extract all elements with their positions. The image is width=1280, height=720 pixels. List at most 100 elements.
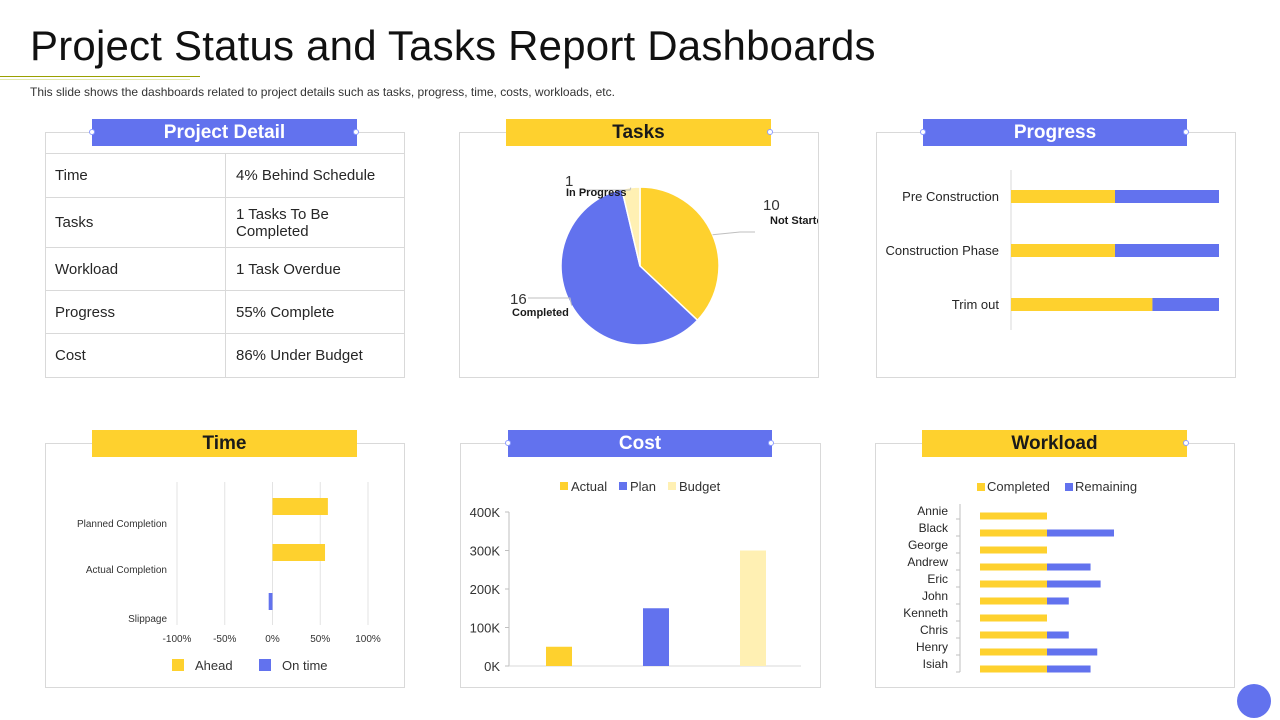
legend-label: Ahead xyxy=(195,658,233,673)
time-tick-label: 100% xyxy=(355,634,381,645)
pie-slice xyxy=(560,188,699,346)
time-tick-label: -100% xyxy=(163,634,192,645)
workload-category-label: Black xyxy=(919,521,949,535)
progress-bar xyxy=(1011,190,1115,203)
progress-category-label: Trim out xyxy=(952,297,1000,312)
detail-key: Tasks xyxy=(45,197,226,248)
cost-tick-label: 300K xyxy=(470,544,501,559)
workload-bar xyxy=(1047,529,1114,537)
progress-bar xyxy=(1115,190,1219,203)
workload-category-label: Henry xyxy=(916,640,948,654)
detail-key: Progress xyxy=(45,290,226,334)
legend-label: Budget xyxy=(679,479,721,494)
progress-bar xyxy=(1115,244,1219,257)
time-category-label: Actual Completion xyxy=(86,565,167,576)
cost-tick-label: 0K xyxy=(484,659,500,674)
time-bar-chart: -100% -50% 0% 50% 100% Planned Completion Actu… xyxy=(77,482,381,673)
pie-leader-line xyxy=(583,187,632,191)
table-row: Cost 86% Under Budget xyxy=(45,333,404,378)
detail-key: Workload xyxy=(45,247,226,291)
table-row: Workload 1 Task Overdue xyxy=(45,247,404,291)
workload-bar xyxy=(980,614,1047,622)
legend-swatch xyxy=(668,482,676,490)
workload-header-label: Workload xyxy=(1011,433,1098,454)
detail-value: 1 Tasks To Be Completed xyxy=(225,197,404,248)
workload-bar xyxy=(1047,631,1069,639)
workload-category-label: Andrew xyxy=(907,555,948,569)
project-detail-header-label: Project Detail xyxy=(163,122,286,143)
pie-leader-line xyxy=(712,231,755,236)
pie-leader-line xyxy=(528,297,573,306)
cost-tick-label: 400K xyxy=(470,505,501,520)
time-bar xyxy=(268,593,273,610)
detail-value: 4% Behind Schedule xyxy=(225,153,404,198)
legend-swatch xyxy=(619,482,627,490)
cost-bar xyxy=(546,646,572,666)
progress-bar xyxy=(1011,298,1153,311)
time-tick-label: -50% xyxy=(213,634,236,645)
progress-header-label: Progress xyxy=(1013,122,1097,143)
workload-bar xyxy=(980,563,1047,571)
header-connector-dot xyxy=(920,129,926,135)
progress-header: Progress xyxy=(923,119,1187,146)
title-underline-accent xyxy=(0,79,190,80)
workload-bar xyxy=(1047,648,1098,656)
workload-category-label: Isiah xyxy=(923,657,948,671)
legend-swatch xyxy=(259,659,271,671)
cost-header-label: Cost xyxy=(618,433,662,454)
pie-data-label: 10 xyxy=(763,197,780,214)
cost-header: Cost xyxy=(508,430,772,457)
legend-label: Plan xyxy=(630,479,656,494)
header-connector-dot xyxy=(767,129,773,135)
pie-slice xyxy=(639,186,720,322)
workload-category-label: John xyxy=(922,589,948,603)
header-connector-dot xyxy=(353,129,359,135)
time-tick-label: 50% xyxy=(310,634,330,645)
workload-header: Workload xyxy=(922,430,1187,457)
workload-bar xyxy=(1047,563,1091,571)
project-detail-table: Time 4% Behind Schedule Tasks 1 Tasks To… xyxy=(45,153,404,378)
detail-value: 86% Under Budget xyxy=(225,333,404,378)
pie-data-label: 16 xyxy=(510,291,527,308)
legend-label: Remaining xyxy=(1075,479,1137,494)
legend-label: Completed xyxy=(987,479,1050,494)
detail-key: Time xyxy=(45,153,226,198)
header-connector-dot xyxy=(1183,129,1189,135)
cost-bar xyxy=(740,550,766,666)
pie-data-label: 1 xyxy=(565,173,573,190)
legend-swatch xyxy=(172,659,184,671)
header-connector-dot xyxy=(768,440,774,446)
workload-category-label: Kenneth xyxy=(903,606,948,620)
workload-bar xyxy=(1047,580,1101,588)
time-header: Time xyxy=(92,430,357,457)
detail-value: 55% Complete xyxy=(225,290,404,334)
title-underline xyxy=(0,76,200,77)
workload-bar xyxy=(980,546,1047,554)
cost-tick-label: 200K xyxy=(470,582,501,597)
legend-label: On time xyxy=(282,658,328,673)
legend-label: Actual xyxy=(571,479,607,494)
pie-category-label: In Progress xyxy=(566,187,627,199)
workload-category-label: Annie xyxy=(917,504,948,518)
cost-bar-chart: 0K 100K 200K 300K 400K Actual Plan Budget xyxy=(470,479,801,674)
tasks-header: Tasks xyxy=(506,119,771,146)
workload-bar xyxy=(980,631,1047,639)
legend-swatch xyxy=(1065,483,1073,491)
project-detail-header: Project Detail xyxy=(92,119,357,146)
workload-bar xyxy=(1047,665,1091,673)
header-connector-dot xyxy=(1183,440,1189,446)
page-subtitle: This slide shows the dashboards related … xyxy=(30,85,615,99)
time-category-label: Planned Completion xyxy=(77,519,167,530)
time-category-label: Slippage xyxy=(128,614,167,625)
workload-bar xyxy=(980,665,1047,673)
workload-bar xyxy=(1047,597,1069,605)
time-bar xyxy=(272,544,326,561)
workload-bar xyxy=(980,648,1047,656)
detail-key: Cost xyxy=(45,333,226,378)
cost-tick-label: 100K xyxy=(470,621,501,636)
page-title: Project Status and Tasks Report Dashboar… xyxy=(30,22,876,69)
table-row: Tasks 1 Tasks To Be Completed xyxy=(45,197,404,248)
pie-category-label: Not Started xyxy=(770,215,818,227)
cost-bar xyxy=(643,608,669,666)
